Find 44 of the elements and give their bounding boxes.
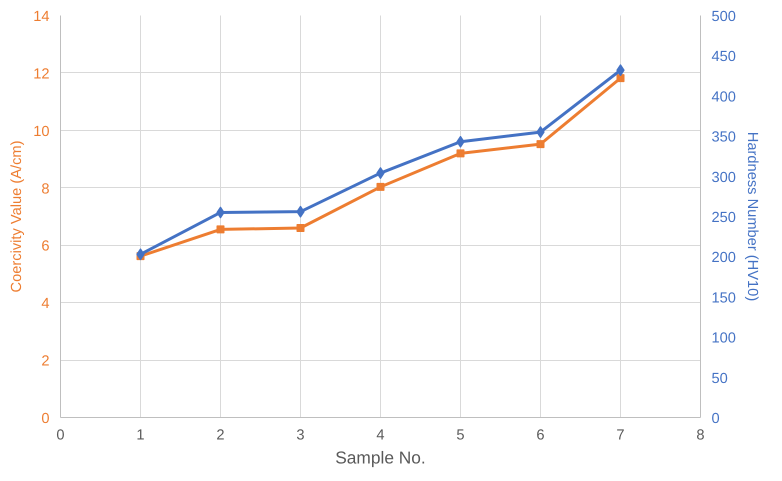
x-tick-label: 0	[56, 428, 65, 444]
x-tick-label: 3	[296, 428, 305, 444]
y-tick-label: 8	[41, 181, 50, 198]
point	[216, 206, 225, 218]
point	[616, 74, 624, 82]
point	[296, 224, 304, 232]
y2-tick-label: 400	[712, 89, 736, 106]
y-tick-label: 6	[41, 238, 50, 255]
y2-tick-label: 450	[712, 49, 736, 66]
x-tick-label: 7	[616, 428, 625, 444]
y2-tick-label: 100	[712, 330, 736, 347]
point	[536, 126, 545, 138]
y-tick-label: 4	[41, 296, 50, 312]
y2-tick-label: 500	[712, 9, 736, 25]
y-tick-label: 0	[41, 411, 50, 427]
x-axis-title: Sample No.	[335, 448, 426, 468]
y2-tick-label: 250	[712, 210, 736, 226]
x-tick-label: 1	[136, 428, 145, 444]
point	[376, 182, 384, 191]
x-tick-label: 5	[456, 428, 465, 444]
y2-tick-label: 50	[712, 370, 728, 387]
point	[136, 248, 145, 260]
y-tick-label: 2	[41, 354, 50, 370]
point	[536, 140, 544, 148]
point	[616, 64, 625, 76]
x-tick-label: 2	[216, 428, 225, 444]
point	[296, 206, 305, 218]
y2-tick-label: 200	[712, 250, 736, 266]
y2-tick-label: 300	[712, 170, 736, 186]
y-axis-title: Coercivity Value (A/cm)	[9, 140, 26, 293]
x-tick-label: 6	[536, 428, 545, 444]
y-tick-label: 12	[33, 66, 50, 82]
y-tick-label: 14	[33, 9, 50, 25]
point	[376, 167, 385, 180]
x-tick-label: 8	[696, 428, 705, 444]
point	[216, 225, 224, 234]
y-tick-label: 10	[33, 124, 50, 140]
point	[456, 149, 464, 158]
y2-axis-title: Hardness Number (HV10)	[744, 132, 760, 302]
x-tick-label: 4	[376, 428, 385, 444]
point	[456, 136, 465, 148]
y2-tick-label: 350	[712, 130, 736, 146]
y2-tick-label: 0	[712, 411, 720, 427]
y2-tick-label: 150	[712, 290, 736, 306]
